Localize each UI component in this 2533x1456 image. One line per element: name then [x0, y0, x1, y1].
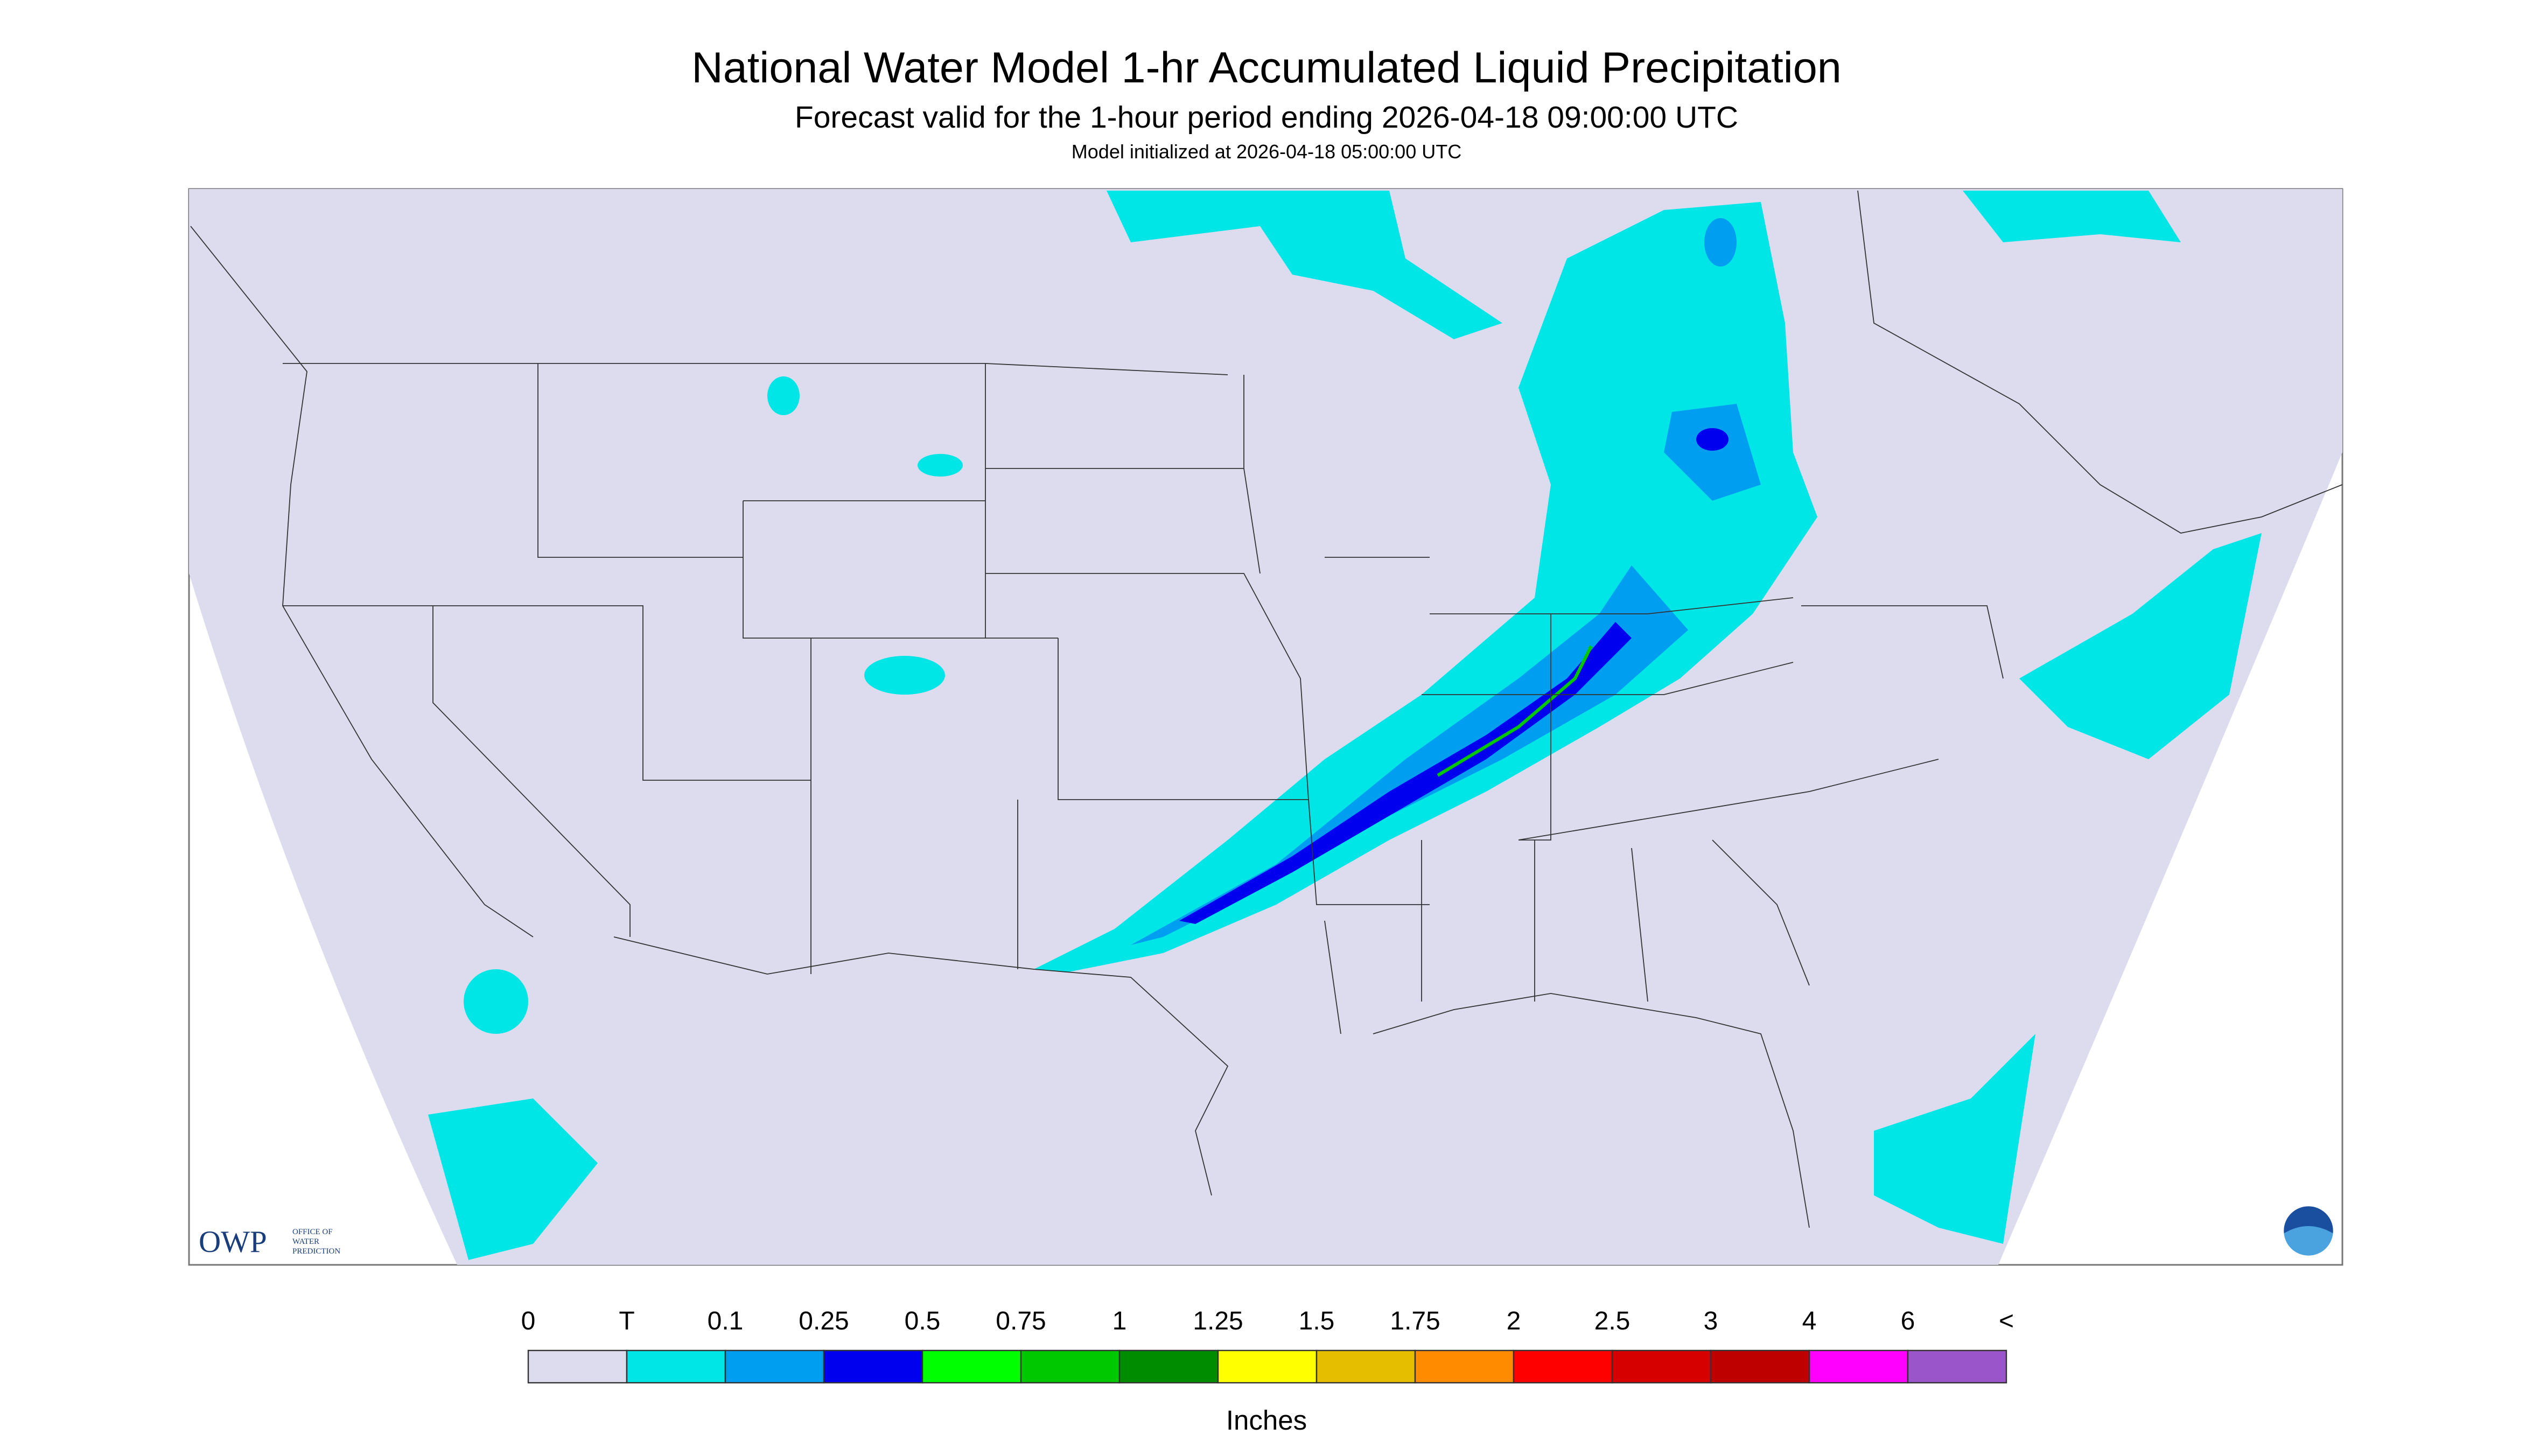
subtitle: Forecast valid for the 1-hour period end…: [795, 100, 1738, 135]
legend-label: 1.75: [1390, 1307, 1440, 1335]
legend-swatch: [626, 1349, 726, 1384]
legend-label: 0.25: [799, 1307, 849, 1335]
noaa-logo: [2281, 1203, 2336, 1258]
legend-swatch: [724, 1349, 825, 1384]
map: OWP OFFICE OF WATER PREDICTION: [188, 188, 2343, 1266]
legend-swatch: [527, 1349, 628, 1384]
logo-org-line: WATER: [292, 1237, 319, 1246]
legend-label: 2.5: [1594, 1307, 1631, 1335]
legend-swatch: [823, 1349, 923, 1384]
legend-swatch: [1907, 1349, 2007, 1384]
legend-label: <: [1999, 1307, 2014, 1335]
legend: 0 T 0.1 0.25 0.5 0.75 1 1.25 1.5 1.75 2 2.5 3 4 6 <: [521, 1307, 2014, 1384]
legend-label: 3: [1704, 1307, 1718, 1335]
legend-label: 0.1: [708, 1307, 744, 1335]
logo-owp: OWP: [199, 1225, 267, 1259]
legend-label: 1: [1112, 1307, 1127, 1335]
legend-swatch: [1316, 1349, 1416, 1384]
legend-label: 0.5: [905, 1307, 941, 1335]
legend-label: 6: [1901, 1307, 1915, 1335]
legend-label: 1.5: [1299, 1307, 1335, 1335]
legend-swatch: [1513, 1349, 1613, 1384]
boundaries: [190, 190, 2343, 1228]
domain: [189, 189, 2342, 1265]
legend-swatch: [1414, 1349, 1515, 1384]
legend-label: 0: [521, 1307, 536, 1335]
precip-moderate: [1179, 428, 1729, 925]
legend-swatch: [1808, 1349, 1909, 1384]
precip-heavy: [1437, 645, 1593, 777]
legend-swatch: [1118, 1349, 1219, 1384]
init-time: Model initialized at 2026-04-18 05:00:00…: [1072, 141, 1461, 163]
legend-swatch: [1217, 1349, 1318, 1384]
logo-org: OFFICE OF WATER PREDICTION: [292, 1228, 340, 1256]
legend-swatch: [1020, 1349, 1121, 1384]
logo-org-line: PREDICTION: [292, 1247, 340, 1256]
legend-label: 2: [1507, 1307, 1521, 1335]
legend-unit: Inches: [1226, 1405, 1307, 1436]
precip-trace: [428, 191, 2262, 1261]
precip-light: [1131, 218, 1761, 946]
title: National Water Model 1-hr Accumulated Li…: [691, 44, 1842, 92]
logo-org-line: OFFICE OF: [292, 1228, 333, 1236]
legend-label: T: [619, 1307, 634, 1335]
legend-swatch: [921, 1349, 1022, 1384]
legend-label: 4: [1802, 1307, 1817, 1335]
legend-swatch: [1710, 1349, 1810, 1384]
legend-label: 1.25: [1193, 1307, 1243, 1335]
legend-swatch: [1611, 1349, 1712, 1384]
legend-label: 0.75: [996, 1307, 1046, 1335]
